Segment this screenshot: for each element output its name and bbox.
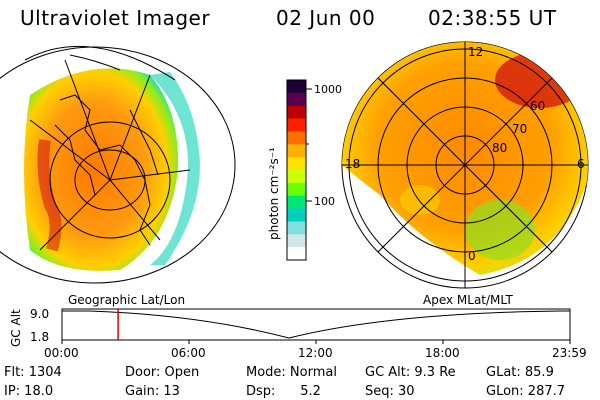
instrument-title: Ultraviolet Imager xyxy=(20,6,211,30)
colorbar-segment xyxy=(287,208,306,222)
colorbar-segment xyxy=(287,80,306,94)
altitude-plot xyxy=(61,308,571,344)
mlt-label-0: 0 xyxy=(468,249,476,263)
colorbar-segment xyxy=(287,182,306,197)
colorbar xyxy=(286,79,312,261)
colorbar-segment xyxy=(287,92,306,107)
xtick-1800: 18:00 xyxy=(425,346,460,360)
xtick-0600: 06:00 xyxy=(171,346,206,360)
colorbar-segment xyxy=(287,170,306,184)
altitude-ytick-1-8: 1.8 xyxy=(30,330,49,344)
info-glat: GLat: 85.9 xyxy=(486,365,554,380)
lat-label-80: 80 xyxy=(492,141,507,155)
xtick-2359: 23:59 xyxy=(552,346,587,360)
colorbar-segment xyxy=(287,105,306,120)
colorbar-segment xyxy=(287,221,306,235)
xtick-1200: 12:00 xyxy=(298,346,333,360)
mlt-label-18: 18 xyxy=(345,157,360,171)
lat-label-70: 70 xyxy=(512,122,527,136)
polar-map-apex xyxy=(341,41,589,289)
mlt-label-6: 6 xyxy=(577,157,585,171)
info-door: Door: Open xyxy=(125,365,200,380)
info-dsp: Dsp: 5.2 xyxy=(246,384,321,399)
colorbar-segment xyxy=(287,195,306,210)
colorbar-segment xyxy=(287,131,306,145)
mlt-label-12: 12 xyxy=(468,45,483,59)
info-glon: GLon: 287.7 xyxy=(486,384,566,399)
label-apex: Apex MLat/MLT xyxy=(423,293,513,307)
info-ip: IP: 18.0 xyxy=(4,384,54,399)
time-label: 02:38:55 UT xyxy=(428,6,557,30)
info-mode: Mode: Normal xyxy=(246,365,337,380)
info-seq: Seq: 30 xyxy=(365,384,415,399)
earth-image-geographic xyxy=(0,45,236,284)
date-label: 02 Jun 00 xyxy=(276,6,376,30)
altitude-ytick-9: 9.0 xyxy=(30,307,49,321)
xtick-0000: 00:00 xyxy=(44,346,79,360)
altitude-ylabel: GC Alt xyxy=(9,309,23,347)
colorbar-segment xyxy=(287,144,306,158)
colorbar-segment xyxy=(287,247,306,261)
colorbar-tick-1000: 1000 xyxy=(314,83,342,96)
colorbar-unit-label: photon cm⁻²s⁻¹ xyxy=(267,147,281,240)
info-flight: Flt: 1304 xyxy=(4,365,62,380)
info-gc-alt: GC Alt: 9.3 Re xyxy=(365,365,456,380)
colorbar-tick-100: 100 xyxy=(314,195,335,208)
info-gain: Gain: 13 xyxy=(125,384,180,399)
colorbar-segment xyxy=(287,157,306,171)
lat-label-60: 60 xyxy=(530,99,545,113)
colorbar-segment xyxy=(287,118,306,132)
colorbar-segment xyxy=(287,234,306,248)
label-geographic: Geographic Lat/Lon xyxy=(68,293,185,307)
